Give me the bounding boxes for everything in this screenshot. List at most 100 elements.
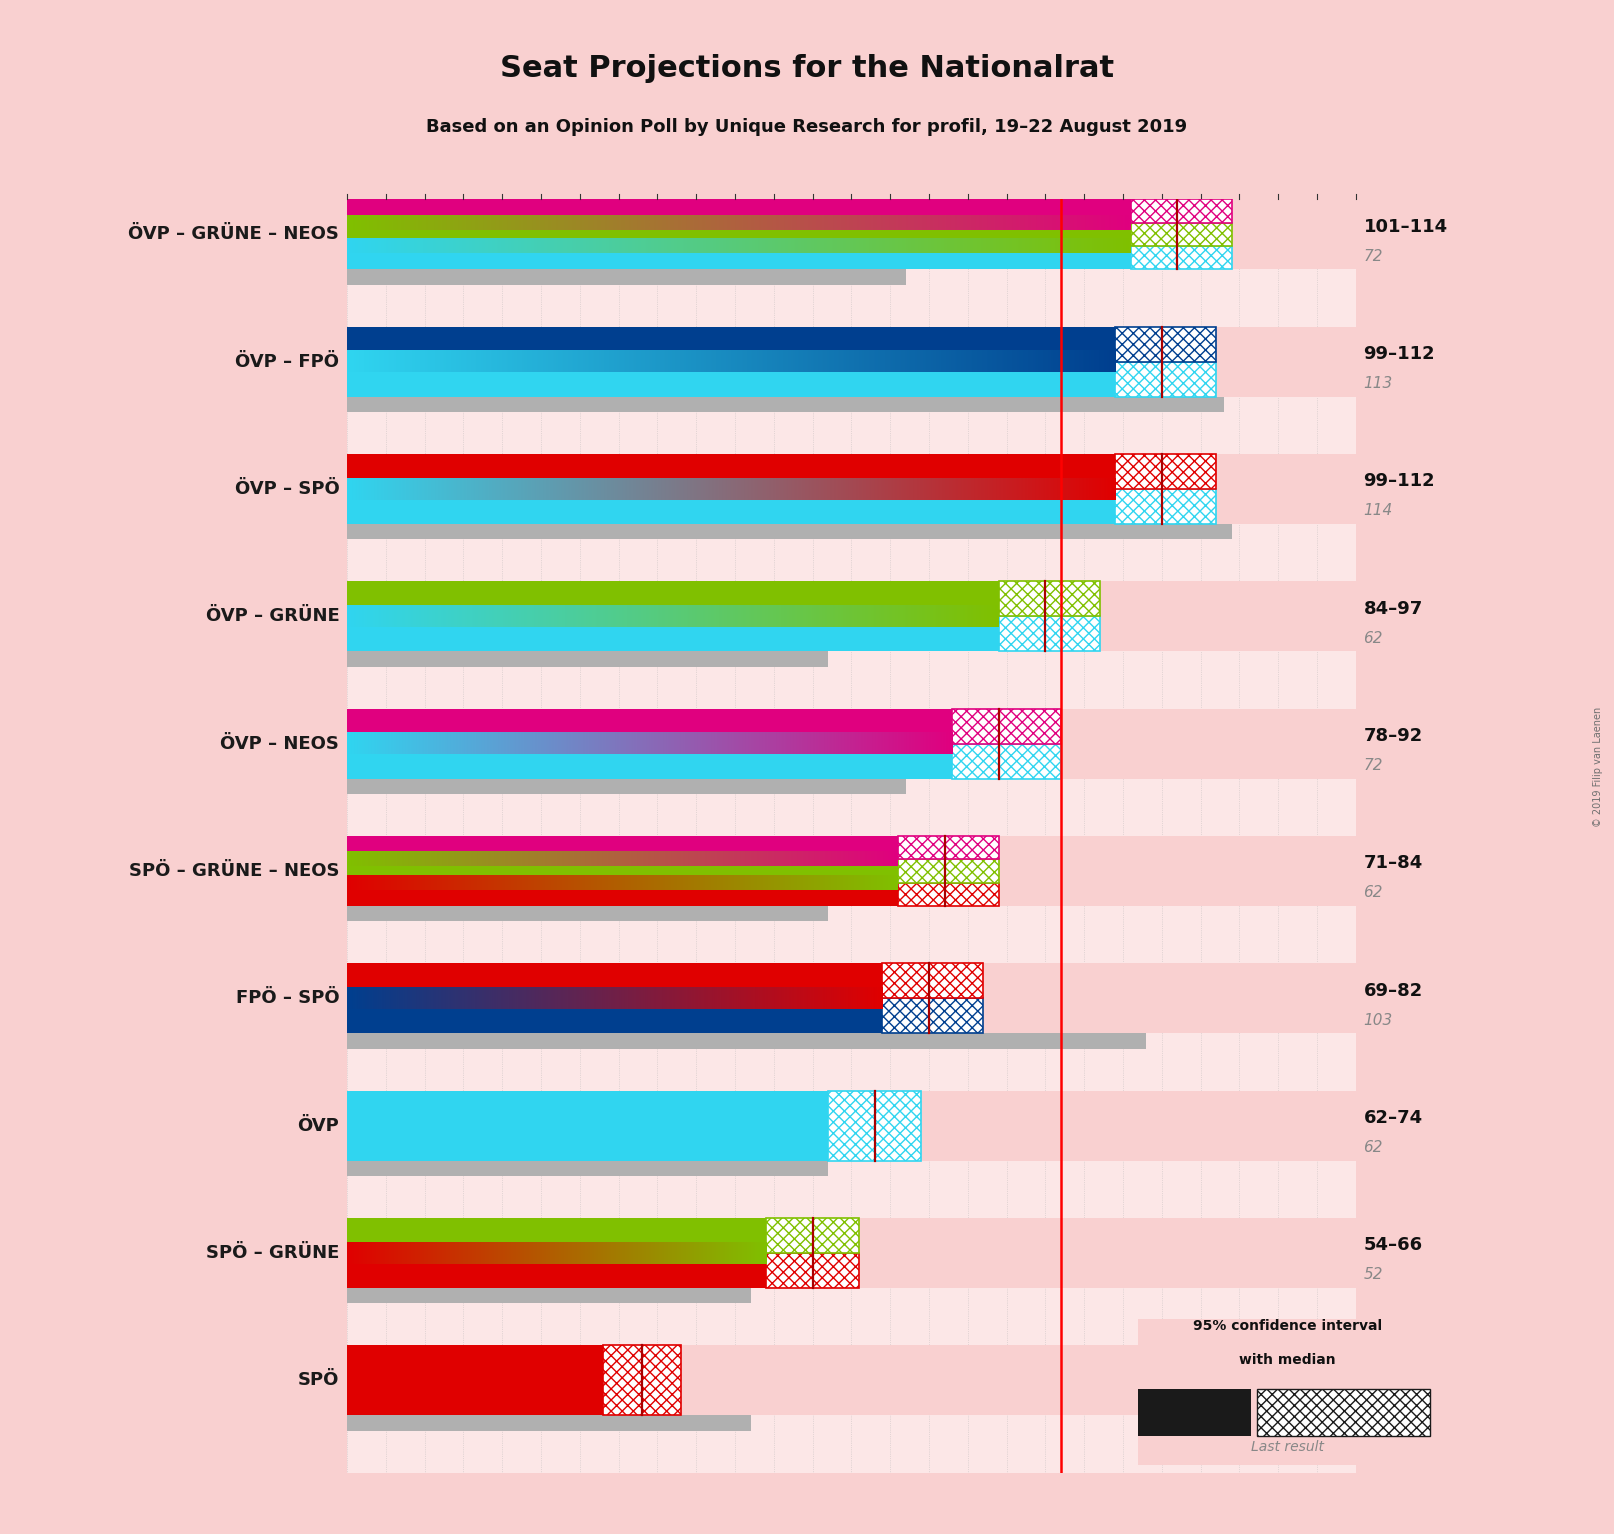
Bar bbox=[347, 362, 1115, 397]
Bar bbox=[897, 882, 999, 907]
Bar bbox=[347, 525, 1231, 540]
Bar bbox=[1131, 199, 1231, 222]
Text: 52: 52 bbox=[1364, 1267, 1383, 1282]
Text: ÖVP – NEOS: ÖVP – NEOS bbox=[221, 735, 339, 753]
Bar bbox=[897, 859, 999, 882]
Bar bbox=[347, 779, 1356, 836]
Bar bbox=[347, 779, 905, 795]
Bar bbox=[347, 199, 1131, 222]
Text: SPÖ – GRÜNE – NEOS: SPÖ – GRÜNE – NEOS bbox=[129, 862, 339, 881]
Text: 72: 72 bbox=[1364, 249, 1383, 264]
Bar bbox=[347, 1218, 1356, 1289]
Text: 101–114: 101–114 bbox=[1364, 218, 1448, 236]
Text: SPÖ – GRÜNE: SPÖ – GRÜNE bbox=[207, 1244, 339, 1262]
Text: 62: 62 bbox=[1364, 1140, 1383, 1155]
Bar bbox=[347, 245, 1131, 270]
Bar bbox=[347, 999, 883, 1034]
Bar bbox=[347, 1253, 767, 1289]
Text: © 2019 Filip van Laenen: © 2019 Filip van Laenen bbox=[1593, 707, 1603, 827]
Bar bbox=[347, 397, 1356, 454]
Text: 84–97: 84–97 bbox=[1364, 600, 1424, 618]
Text: 62–74: 62–74 bbox=[1364, 1109, 1422, 1127]
Bar bbox=[347, 1161, 828, 1177]
Bar bbox=[347, 454, 1115, 489]
Text: Seat Projections for the Nationalrat: Seat Projections for the Nationalrat bbox=[500, 54, 1114, 83]
Text: 69–82: 69–82 bbox=[1364, 982, 1424, 1000]
Text: FPÖ – SPÖ: FPÖ – SPÖ bbox=[236, 989, 339, 1008]
Bar bbox=[347, 907, 828, 922]
Bar bbox=[347, 709, 1356, 779]
Text: 52: 52 bbox=[1364, 1394, 1383, 1410]
Bar bbox=[999, 617, 1099, 652]
Bar bbox=[1115, 489, 1215, 525]
Bar bbox=[347, 963, 883, 999]
Bar bbox=[347, 1091, 1356, 1161]
Text: 62: 62 bbox=[1364, 885, 1383, 900]
Text: 95% confidence interval: 95% confidence interval bbox=[1193, 1319, 1382, 1333]
Text: 78–92: 78–92 bbox=[1364, 727, 1424, 746]
Bar bbox=[347, 454, 1356, 525]
Text: ÖVP – FPÖ: ÖVP – FPÖ bbox=[236, 353, 339, 371]
Bar bbox=[347, 581, 999, 617]
Bar bbox=[347, 525, 1356, 581]
Text: Based on an Opinion Poll by Unique Research for profil, 19–22 August 2019: Based on an Opinion Poll by Unique Resea… bbox=[426, 118, 1188, 137]
Text: 54–66: 54–66 bbox=[1364, 1236, 1422, 1255]
Bar bbox=[952, 744, 1060, 779]
Bar bbox=[767, 1253, 859, 1289]
Text: 113: 113 bbox=[1364, 376, 1393, 391]
Bar bbox=[347, 1091, 828, 1161]
Bar bbox=[604, 1345, 681, 1416]
Bar bbox=[347, 397, 1223, 413]
Bar bbox=[347, 327, 1356, 397]
Bar bbox=[952, 709, 1060, 744]
Bar bbox=[347, 859, 897, 882]
Bar bbox=[347, 1289, 1356, 1345]
Bar bbox=[347, 709, 952, 744]
Bar bbox=[347, 907, 1356, 963]
Bar bbox=[1131, 222, 1231, 245]
Bar bbox=[347, 1161, 1356, 1218]
Text: ÖVP – GRÜNE: ÖVP – GRÜNE bbox=[205, 607, 339, 626]
Bar bbox=[1257, 1390, 1430, 1436]
Bar bbox=[347, 199, 1356, 270]
Text: 62: 62 bbox=[1364, 630, 1383, 646]
Text: 114: 114 bbox=[1364, 503, 1393, 518]
Bar bbox=[883, 963, 983, 999]
Bar bbox=[347, 270, 905, 285]
Bar bbox=[347, 836, 1356, 907]
Text: 103: 103 bbox=[1364, 1012, 1393, 1028]
Bar bbox=[347, 327, 1115, 362]
Text: 72: 72 bbox=[1364, 758, 1383, 773]
Bar bbox=[347, 1416, 1356, 1473]
Bar bbox=[347, 617, 999, 652]
Text: Last result: Last result bbox=[1251, 1440, 1323, 1454]
Text: 99–112: 99–112 bbox=[1364, 345, 1435, 364]
Bar bbox=[347, 1034, 1356, 1091]
Text: ÖVP – SPÖ: ÖVP – SPÖ bbox=[234, 480, 339, 499]
Bar bbox=[1115, 327, 1215, 362]
Text: ÖVP – GRÜNE – NEOS: ÖVP – GRÜNE – NEOS bbox=[129, 225, 339, 244]
Bar bbox=[347, 1345, 1356, 1416]
Bar bbox=[347, 489, 1115, 525]
Bar bbox=[999, 581, 1099, 617]
Text: SPÖ: SPÖ bbox=[299, 1371, 339, 1390]
Text: 33–43: 33–43 bbox=[1364, 1364, 1422, 1382]
Bar bbox=[347, 1034, 1146, 1049]
Bar bbox=[828, 1091, 922, 1161]
Bar bbox=[1115, 362, 1215, 397]
Bar bbox=[347, 744, 952, 779]
Bar bbox=[347, 652, 828, 667]
Bar bbox=[883, 999, 983, 1034]
Bar bbox=[347, 581, 1356, 652]
Bar bbox=[347, 1218, 767, 1253]
Bar bbox=[1131, 245, 1231, 270]
Bar bbox=[347, 270, 1356, 327]
Bar bbox=[1138, 1390, 1251, 1436]
Bar bbox=[347, 836, 897, 859]
Text: 99–112: 99–112 bbox=[1364, 472, 1435, 491]
Bar bbox=[347, 882, 897, 907]
Text: ÖVP: ÖVP bbox=[297, 1117, 339, 1135]
Bar bbox=[347, 222, 1131, 245]
Text: with median: with median bbox=[1240, 1353, 1335, 1367]
Text: 71–84: 71–84 bbox=[1364, 854, 1424, 873]
